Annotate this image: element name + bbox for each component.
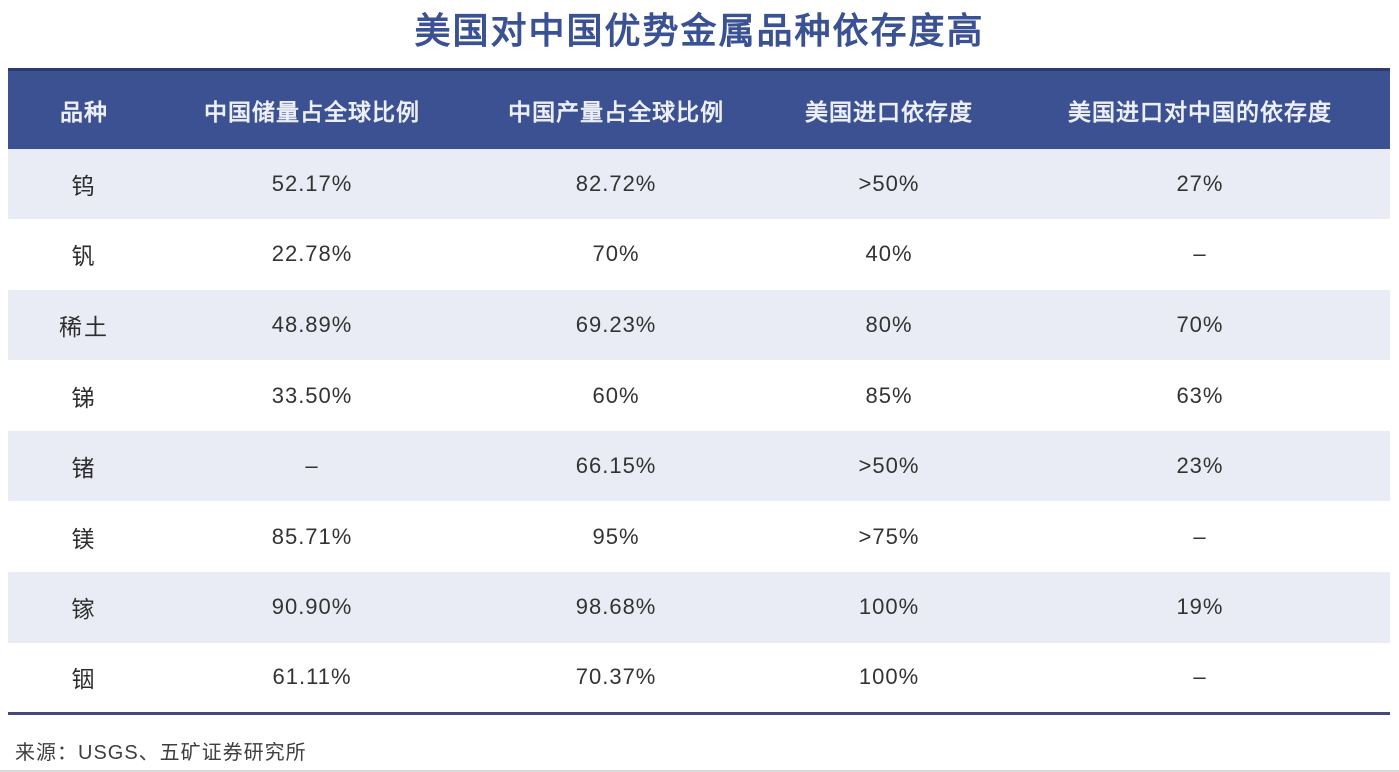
us-import-dependence-value: 80%: [865, 311, 913, 337]
col-header-china-reserves-share: 中国储量占全球比例: [204, 98, 421, 125]
table-row-gallium: 镓 90.90% 98.68% 100% 19%: [8, 572, 1390, 643]
reserves-share-value: –: [305, 453, 319, 479]
reserves-share-value: 48.89%: [271, 311, 353, 337]
us-dependence-on-china-value: 70%: [1176, 311, 1224, 337]
table-row-germanium: 锗 – 66.15% >50% 23%: [8, 430, 1390, 502]
reserves-share-value: 90.90%: [271, 594, 353, 620]
reserves-share-value: 61.11%: [272, 664, 352, 690]
table-row-indium: 铟 61.11% 70.37% 100% –: [8, 642, 1390, 714]
table-row-magnesium: 镁 85.71% 95% >75% –: [8, 501, 1390, 573]
col-header-china-production-share: 中国产量占全球比例: [508, 98, 725, 125]
reserves-share-value: 22.78%: [271, 241, 353, 267]
production-share-value: 66.15%: [575, 453, 657, 479]
data-table: 品种 中国储量占全球比例 中国产量占全球比例 美国进口依存度 美国进口对中国的依…: [8, 68, 1390, 715]
table-row-tungsten: 钨 52.17% 82.72% >50% 27%: [8, 148, 1390, 220]
production-share-value: 69.23%: [575, 311, 657, 337]
us-import-dependence-value: 100%: [858, 664, 920, 690]
metal-name: 钒: [71, 243, 97, 270]
metal-name: 钨: [71, 172, 97, 199]
us-import-dependence-value: 40%: [865, 241, 913, 267]
col-header-us-import-dependence: 美国进口依存度: [805, 98, 973, 125]
us-dependence-on-china-value: 63%: [1176, 382, 1224, 408]
us-dependence-on-china-value: –: [1193, 664, 1207, 690]
us-dependence-on-china-value: 27%: [1176, 170, 1224, 196]
page-bottom-divider: [0, 770, 1399, 772]
source-note: 来源：USGS、五矿证券研究所: [15, 742, 307, 764]
us-import-dependence-value: >50%: [858, 453, 920, 479]
metal-name: 铟: [71, 666, 97, 693]
col-header-us-import-dependence-on-china: 美国进口对中国的依存度: [1067, 98, 1332, 125]
reserves-share-value: 33.50%: [271, 382, 353, 408]
us-import-dependence-value: 100%: [858, 594, 920, 620]
reserves-share-value: 52.17%: [271, 170, 353, 196]
table-row-vanadium: 钒 22.78% 70% 40% –: [8, 219, 1390, 290]
metal-name: 镁: [71, 525, 97, 552]
col-header-variety: 品种: [60, 98, 108, 125]
production-share-value: 98.68%: [575, 594, 657, 620]
us-import-dependence-value: 85%: [865, 382, 913, 408]
us-dependence-on-china-value: 19%: [1176, 594, 1224, 620]
production-share-value: 95%: [592, 523, 640, 549]
production-share-value: 70%: [592, 241, 640, 267]
us-dependence-on-china-value: 23%: [1176, 453, 1224, 479]
production-share-value: 82.72%: [575, 170, 657, 196]
metal-name: 锑: [71, 384, 97, 411]
table-header-row: 品种 中国储量占全球比例 中国产量占全球比例 美国进口依存度 美国进口对中国的依…: [8, 69, 1390, 149]
figure-title: 美国对中国优势金属品种依存度高: [414, 10, 985, 51]
table-row-antimony: 锑 33.50% 60% 85% 63%: [8, 360, 1390, 431]
us-dependence-on-china-value: –: [1193, 523, 1207, 549]
metals-dependency-table: 品种 中国储量占全球比例 中国产量占全球比例 美国进口依存度 美国进口对中国的依…: [8, 68, 1390, 715]
table-row-rare-earth: 稀土 48.89% 69.23% 80% 70%: [8, 289, 1390, 361]
metal-name: 稀土: [59, 313, 109, 340]
production-share-value: 60%: [592, 382, 640, 408]
us-import-dependence-value: >75%: [858, 523, 920, 549]
us-dependence-on-china-value: –: [1193, 241, 1207, 267]
reserves-share-value: 85.71%: [271, 523, 353, 549]
metal-name: 镓: [71, 596, 97, 623]
production-share-value: 70.37%: [575, 664, 657, 690]
us-import-dependence-value: >50%: [858, 170, 920, 196]
metal-name: 锗: [71, 455, 97, 482]
